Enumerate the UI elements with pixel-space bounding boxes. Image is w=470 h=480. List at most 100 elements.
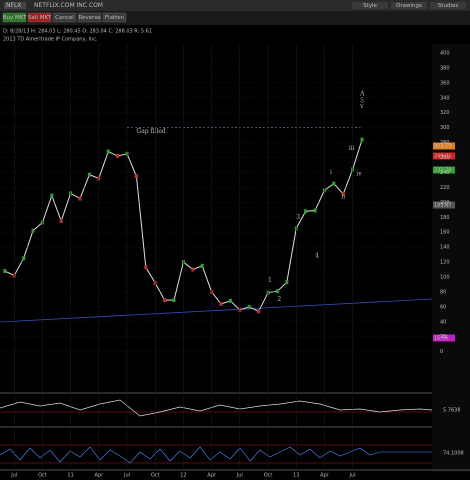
x-tick-label: Oct [264, 473, 273, 479]
candle [191, 267, 195, 272]
price-tag-label: 232.79 [434, 168, 452, 174]
price-tag-label: 303.59 [434, 144, 452, 150]
x-tick-label: Jul [10, 473, 17, 479]
candle [304, 209, 308, 214]
button[interactable] [102, 12, 127, 23]
x-tick-label: Oct [38, 473, 47, 479]
button[interactable] [52, 12, 77, 23]
oscillator-1 [0, 399, 433, 417]
wave-label: 3 [296, 214, 300, 221]
candle [219, 301, 223, 306]
company: NETFLIX.COM INC COM [34, 2, 103, 9]
wave-label: 4 [315, 253, 319, 260]
price-tag-label: 249.01 [434, 154, 452, 160]
tool-button[interactable] [430, 2, 466, 9]
wave-label: 2 [277, 296, 281, 303]
plot: Gap filled1234iiiiiiivvA5303.59249.01232… [3, 91, 464, 457]
copyright: 2013 TD Ameritrade IP Company, Inc. [3, 37, 98, 43]
y-tick-label: 360 [440, 80, 450, 86]
candle [257, 309, 261, 314]
tool-button[interactable] [352, 2, 388, 9]
candle [228, 298, 232, 303]
symbol-box[interactable] [4, 2, 26, 9]
y-tick-label: 240 [440, 170, 450, 176]
y-tick-label: 220 [440, 185, 450, 191]
candle [116, 154, 120, 159]
candle [3, 269, 7, 274]
button-label: Cancel [55, 15, 74, 21]
y-tick-label: 120 [440, 260, 450, 266]
oscillator-value: 74.1008 [443, 451, 464, 457]
wave-label: iv [356, 170, 362, 177]
button[interactable] [77, 12, 102, 23]
tool-label: Drawings [396, 3, 422, 9]
x-tick-label: Apr [320, 473, 330, 479]
x-tick-label: Apr [94, 473, 104, 479]
y-tick-label: 200 [440, 200, 450, 206]
x-tick-label: Jul [236, 473, 243, 479]
wave-label: Gap filled [136, 128, 166, 135]
oscillator-value: 5.7638 [443, 408, 461, 414]
tools: Style Drawings Studies [352, 2, 466, 9]
wave-label: iii [349, 145, 355, 152]
candle [285, 280, 289, 285]
button-label: Flatten [105, 15, 125, 21]
wave-label: i [330, 169, 332, 176]
price-tag-label: 183.67 [434, 203, 452, 209]
price-tag [433, 334, 455, 342]
oscillator-2 [0, 446, 432, 464]
x-tick-label: Jul [123, 473, 130, 479]
candle [172, 298, 176, 303]
candle [134, 174, 138, 179]
y-tick-label: 380 [440, 65, 450, 71]
wave-label: 1 [268, 277, 272, 284]
wave-label: A [359, 91, 365, 98]
y-tick-label: 320 [440, 110, 450, 116]
trendline [0, 298, 433, 323]
candle [87, 172, 91, 177]
toolbar [0, 0, 470, 11]
x-tick-label: Jul [349, 473, 356, 479]
y-tick-label: 340 [440, 95, 450, 101]
candle [50, 193, 54, 198]
candle [332, 181, 336, 186]
button[interactable] [27, 12, 52, 23]
candle [106, 149, 110, 154]
button-label: Sell MKT [28, 15, 52, 21]
y-tick-label: 80 [440, 289, 446, 295]
wave-label: v [359, 103, 364, 110]
candle [360, 137, 364, 142]
candle [22, 256, 26, 261]
y-tick-label: 280 [440, 140, 450, 146]
y-tick-label: 160 [440, 230, 450, 236]
candle [31, 228, 35, 233]
y-tick-label: 100 [440, 274, 450, 280]
price-tag [433, 201, 455, 209]
y-tick-label: 400 [440, 50, 450, 56]
price-tag [433, 152, 455, 160]
tool-button[interactable] [391, 2, 427, 9]
quote: D: 8/28/13 H: 284.03 L: 280.45 O: 283.04… [3, 29, 152, 35]
button-label: Reverse [78, 15, 101, 21]
tool-label: Studies [438, 3, 459, 9]
y-tick-label: 0 [440, 349, 443, 355]
candle [200, 263, 204, 268]
price-tag [433, 166, 455, 174]
price-tag [433, 142, 455, 150]
price-tag-label: 15.56 [434, 336, 448, 342]
x-tick-label: Oct [151, 473, 160, 479]
y-tick-label: 20 [440, 334, 446, 340]
candle [341, 192, 345, 197]
y-tick-label: 140 [440, 245, 450, 251]
candle [78, 196, 82, 201]
x-tick-label: Apr [207, 473, 217, 479]
candle [275, 289, 279, 294]
button[interactable] [2, 12, 27, 23]
candle [59, 218, 63, 223]
y-tick-label: 260 [440, 155, 450, 161]
wave-label: ii [341, 194, 345, 201]
x-tick-label: 12 [180, 473, 186, 479]
symbol: NFLX [6, 2, 21, 9]
